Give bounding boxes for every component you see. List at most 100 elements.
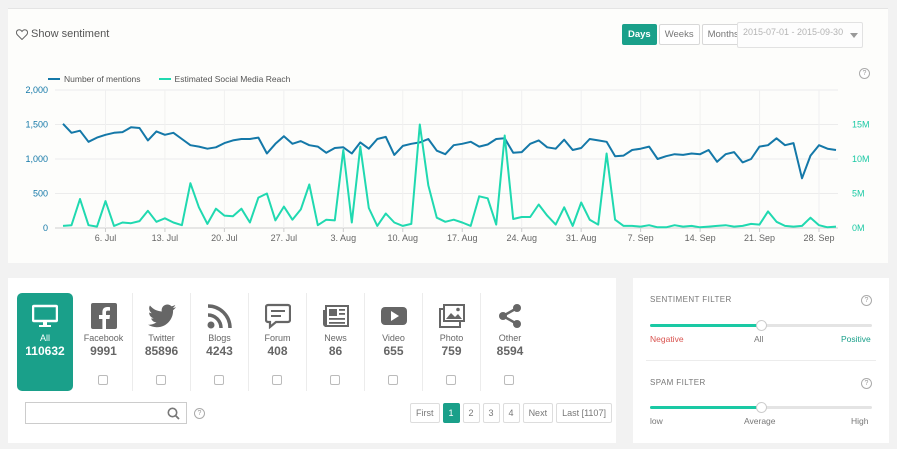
next-page-button[interactable]: Next bbox=[522, 403, 554, 423]
channel-other[interactable]: Other 8594 bbox=[481, 293, 539, 391]
channel-checkbox[interactable] bbox=[446, 375, 456, 385]
channel-label: Twitter bbox=[148, 333, 175, 343]
channel-video[interactable]: Video 655 bbox=[365, 293, 423, 391]
x-tick-label: 14. Sep bbox=[685, 233, 716, 243]
search-icon[interactable] bbox=[167, 407, 180, 420]
channel-checkbox[interactable] bbox=[156, 375, 166, 385]
series-line-mentions[interactable] bbox=[62, 123, 837, 180]
rss-icon bbox=[207, 304, 232, 329]
photo-icon bbox=[438, 304, 465, 328]
spam-filter-title: SPAM FILTER bbox=[650, 378, 706, 387]
chart-grid bbox=[55, 89, 838, 229]
chart-help-icon[interactable]: ? bbox=[859, 68, 870, 79]
y-left-tick-label: 500 bbox=[33, 189, 48, 199]
channel-facebook[interactable]: Facebook 9991 bbox=[75, 293, 133, 391]
channel-checkbox[interactable] bbox=[388, 375, 398, 385]
play-icon bbox=[380, 307, 407, 325]
channel-checkbox[interactable] bbox=[272, 375, 282, 385]
sentiment-slider-fill bbox=[650, 324, 761, 327]
channel-blogs[interactable]: Blogs 4243 bbox=[191, 293, 249, 391]
date-range-value: 2015-07-01 - 2015-09-30 bbox=[743, 27, 844, 37]
channel-count: 759 bbox=[441, 344, 462, 358]
channel-forum[interactable]: Forum 408 bbox=[249, 293, 307, 391]
channel-checkbox[interactable] bbox=[98, 375, 108, 385]
legend-reach[interactable]: Estimated Social Media Reach bbox=[158, 74, 290, 84]
facebook-icon bbox=[90, 303, 117, 329]
channel-checkbox[interactable] bbox=[330, 375, 340, 385]
twitter-icon bbox=[147, 304, 176, 328]
x-tick-label: 20. Jul bbox=[211, 233, 238, 243]
chart-series bbox=[62, 123, 837, 229]
channel-tabs: All 110632 Facebook 9991 Twitter 85896 B… bbox=[17, 293, 539, 391]
sentiment-help-icon[interactable]: ? bbox=[861, 295, 872, 306]
y-right-tick-label: 0M bbox=[852, 223, 865, 233]
channel-label: All bbox=[39, 333, 50, 343]
days-button[interactable]: Days bbox=[622, 24, 657, 45]
spam-average-label: Average bbox=[744, 416, 776, 426]
months-button[interactable]: Months bbox=[701, 24, 745, 45]
channel-label: Blogs bbox=[208, 333, 231, 343]
sentiment-slider-handle[interactable] bbox=[756, 320, 767, 331]
channel-twitter[interactable]: Twitter 85896 bbox=[133, 293, 191, 391]
spam-low-label: low bbox=[650, 416, 663, 426]
channel-checkbox[interactable] bbox=[504, 375, 514, 385]
search-help-icon[interactable]: ? bbox=[194, 408, 205, 419]
legend-mentions[interactable]: Number of mentions bbox=[48, 74, 141, 84]
y-left-tick-label: 0 bbox=[43, 223, 48, 233]
share-icon bbox=[499, 304, 521, 328]
y-axis-right: 0M 5M 10M 15M bbox=[852, 120, 870, 234]
channel-all[interactable]: All 110632 bbox=[17, 293, 73, 391]
channel-label: Other bbox=[498, 333, 522, 343]
legend-swatch-reach bbox=[158, 78, 171, 80]
channel-count: 408 bbox=[267, 344, 288, 358]
channel-count: 85896 bbox=[144, 344, 179, 358]
y-left-tick-label: 1,000 bbox=[25, 154, 48, 164]
newspaper-icon bbox=[322, 305, 349, 327]
channel-photo[interactable]: Photo 759 bbox=[423, 293, 481, 391]
filter-divider bbox=[646, 360, 876, 361]
last-page-button[interactable]: Last [1107] bbox=[556, 403, 612, 423]
channel-label: Facebook bbox=[83, 333, 124, 343]
spam-slider-fill bbox=[650, 406, 761, 409]
heart-icon bbox=[16, 28, 28, 40]
y-left-tick-label: 1,500 bbox=[25, 120, 48, 130]
spam-help-icon[interactable]: ? bbox=[861, 378, 872, 389]
spam-slider[interactable] bbox=[650, 402, 872, 413]
legend-swatch-mentions bbox=[48, 78, 60, 80]
spam-slider-handle[interactable] bbox=[756, 402, 767, 413]
x-tick-label: 24. Aug bbox=[506, 233, 537, 243]
series-line-reach[interactable] bbox=[62, 123, 837, 229]
page-button-1[interactable]: 1 bbox=[442, 403, 460, 423]
x-axis: 6. Jul 13. Jul 20. Jul 27. Jul 3. Aug 10. Aug… bbox=[95, 228, 835, 243]
channel-news[interactable]: News 86 bbox=[307, 293, 365, 391]
page-button-3[interactable]: 3 bbox=[482, 403, 500, 423]
channel-checkbox[interactable] bbox=[214, 375, 224, 385]
first-page-button[interactable]: First bbox=[410, 403, 440, 423]
sentiment-negative-label: Negative bbox=[650, 334, 684, 344]
date-range-picker[interactable]: 2015-07-01 - 2015-09-30 bbox=[737, 22, 863, 48]
show-sentiment-label: Show sentiment bbox=[31, 28, 110, 40]
x-tick-label: 6. Jul bbox=[95, 233, 117, 243]
sentiment-slider[interactable] bbox=[650, 320, 872, 331]
page-button-2[interactable]: 2 bbox=[462, 403, 480, 423]
pagination: First 1 2 3 4 Next Last [1107] bbox=[410, 403, 612, 423]
channel-count: 4243 bbox=[206, 344, 233, 358]
y-right-tick-label: 5M bbox=[852, 189, 865, 199]
page-button-4[interactable]: 4 bbox=[502, 403, 520, 423]
caret-down-icon bbox=[850, 33, 858, 38]
search-input[interactable] bbox=[26, 403, 161, 424]
weeks-button[interactable]: Weeks bbox=[658, 24, 700, 45]
x-tick-label: 31. Aug bbox=[566, 233, 597, 243]
granularity-switch: Days Weeks Months bbox=[622, 24, 745, 45]
sentiment-filter-title: SENTIMENT FILTER bbox=[650, 295, 732, 304]
x-tick-label: 28. Sep bbox=[803, 233, 834, 243]
x-tick-label: 10. Aug bbox=[388, 233, 419, 243]
spam-high-label: High bbox=[851, 416, 869, 426]
show-sentiment-toggle[interactable]: Show sentiment bbox=[16, 28, 109, 40]
x-tick-label: 27. Jul bbox=[271, 233, 298, 243]
channel-label: Photo bbox=[439, 333, 464, 343]
channel-count: 86 bbox=[328, 344, 343, 358]
mentions-reach-chart: 0 500 1,000 1,500 2,000 0M 5M 10M 15M 6. Jul 13.… bbox=[25, 85, 870, 243]
channel-label: Video bbox=[382, 333, 405, 343]
